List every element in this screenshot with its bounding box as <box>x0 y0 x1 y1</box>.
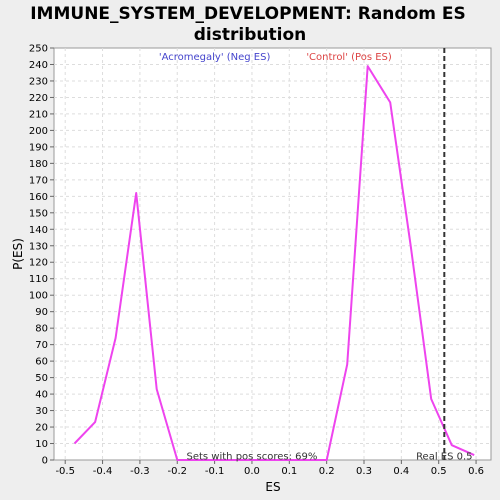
annotation-layer: 'Acromegaly' (Neg ES) 'Control' (Pos ES) S… <box>159 52 473 462</box>
y-tick-label: 70 <box>35 340 48 351</box>
y-tick-label: 220 <box>29 93 48 104</box>
y-axis-label: P(ES) <box>11 238 25 270</box>
y-tick-label: 230 <box>29 76 48 87</box>
chart-title-line-2: distribution <box>194 25 306 45</box>
x-tick-label: 0.3 <box>356 466 372 477</box>
y-tick-label: 60 <box>35 357 48 368</box>
y-tick-label: 50 <box>35 373 48 384</box>
x-tick-label: 0.0 <box>244 466 260 477</box>
y-tick-label: 10 <box>35 439 48 450</box>
x-tick-label: 0.1 <box>281 466 297 477</box>
x-tick-label: 0.4 <box>393 466 409 477</box>
y-tick-label: 80 <box>35 324 48 335</box>
y-axis-ticks: 0 10 20 30 40 50 60 70 80 90 100 110 120 130 140 150 160… <box>29 44 54 467</box>
y-tick-label: 130 <box>29 241 48 252</box>
y-tick-label: 170 <box>29 175 48 186</box>
y-tick-label: 190 <box>29 142 48 153</box>
x-axis-label: ES <box>265 480 280 494</box>
y-tick-label: 100 <box>29 291 48 302</box>
grid-lines <box>54 48 491 460</box>
x-tick-label: -0.5 <box>55 466 75 477</box>
y-tick-label: 180 <box>29 159 48 170</box>
plot-background <box>53 47 492 461</box>
chart-title-line-1: IMMUNE_SYSTEM_DEVELOPMENT: Random ES <box>30 4 466 24</box>
neg-es-label: 'Acromegaly' (Neg ES) <box>159 52 271 63</box>
x-tick-label: 0.6 <box>468 466 484 477</box>
y-tick-label: 90 <box>35 307 48 318</box>
x-tick-label: 0.5 <box>431 466 447 477</box>
x-tick-label: -0.2 <box>167 466 187 477</box>
y-tick-label: 20 <box>35 423 48 434</box>
y-tick-label: 120 <box>29 258 48 269</box>
y-tick-label: 160 <box>29 192 48 203</box>
x-tick-label: -0.1 <box>205 466 225 477</box>
y-tick-label: 30 <box>35 406 48 417</box>
y-tick-label: 150 <box>29 208 48 219</box>
x-tick-label: 0.2 <box>319 466 335 477</box>
y-tick-label: 110 <box>29 274 48 285</box>
plot-area: 0 10 20 30 40 50 60 70 80 90 100 110 120 130 140 150 160… <box>29 44 492 477</box>
x-axis-ticks: -0.5 -0.4 -0.3 -0.2 -0.1 0.0 0.1 0.2 0.3 0.4 0.5 0.… <box>55 460 484 477</box>
x-tick-label: -0.3 <box>130 466 150 477</box>
series-line-p-es <box>73 65 475 461</box>
y-tick-label: 250 <box>29 44 48 55</box>
pos-es-label: 'Control' (Pos ES) <box>306 52 392 63</box>
y-tick-label: 240 <box>29 60 48 71</box>
pos-scores-label: Sets with pos scores: 69% <box>186 452 317 463</box>
y-tick-label: 40 <box>35 390 48 401</box>
x-tick-label: -0.4 <box>93 466 113 477</box>
y-tick-label: 0 <box>42 456 48 467</box>
y-tick-label: 200 <box>29 126 48 137</box>
y-tick-label: 140 <box>29 225 48 236</box>
real-es-label: Real ES 0.5 <box>416 452 472 463</box>
series-layer <box>73 65 475 461</box>
y-tick-label: 210 <box>29 109 48 120</box>
